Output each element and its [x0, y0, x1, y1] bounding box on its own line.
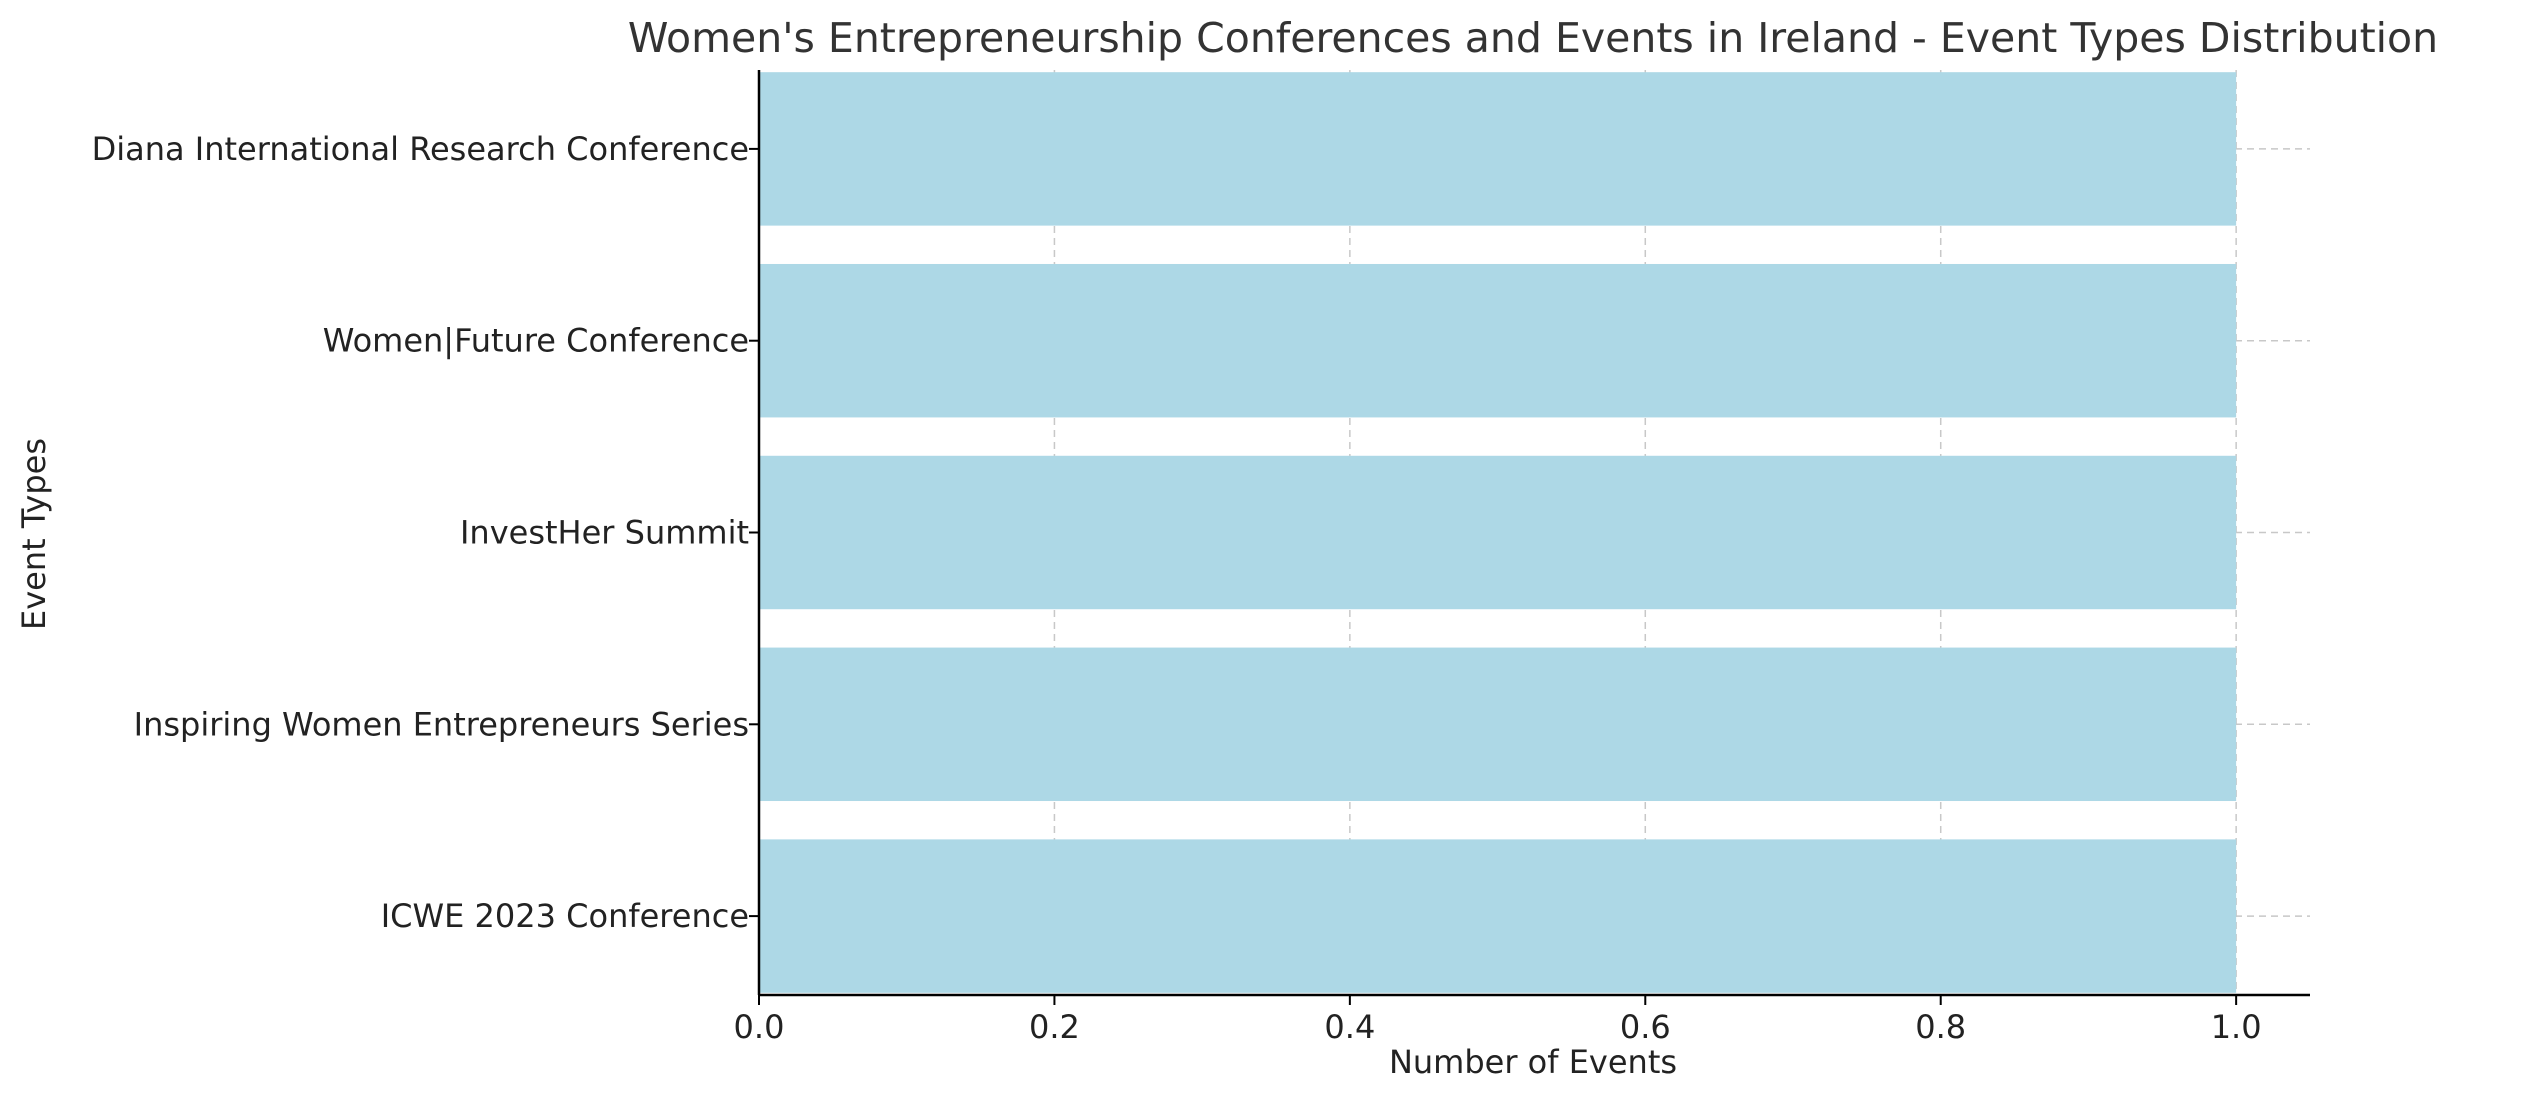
- y-axis-label: Event Types: [15, 438, 53, 630]
- bars: [759, 72, 2237, 993]
- bar: [759, 839, 2237, 993]
- y-tick-label: InvestHer Summit: [460, 514, 749, 552]
- bar: [759, 647, 2237, 802]
- y-tick-label: Diana International Research Conference: [92, 130, 749, 168]
- chart-title: Women's Entrepreneurship Conferences and…: [628, 14, 2438, 62]
- x-tick-label: 0.6: [1620, 1008, 1671, 1046]
- x-tick-label: 0.2: [1029, 1008, 1080, 1046]
- y-tick-label: ICWE 2023 Conference: [381, 897, 749, 935]
- bar: [759, 72, 2237, 226]
- bar: [759, 455, 2237, 610]
- x-axis-label: Number of Events: [1389, 1043, 1677, 1081]
- x-tick-label: 0.4: [1324, 1008, 1375, 1046]
- y-tick-label: Women|Future Conference: [323, 322, 749, 360]
- ticks: 0.0 0.2 0.4 0.6 0.8 1.0 ICWE 2023 Conference In…: [92, 130, 2262, 1046]
- x-tick-label: 0.8: [1915, 1008, 1966, 1046]
- bar: [759, 263, 2237, 418]
- y-tick-label: Inspiring Women Entrepreneurs Series: [134, 705, 749, 743]
- x-tick-label: 0.0: [734, 1008, 785, 1046]
- x-tick-label: 1.0: [2211, 1008, 2262, 1046]
